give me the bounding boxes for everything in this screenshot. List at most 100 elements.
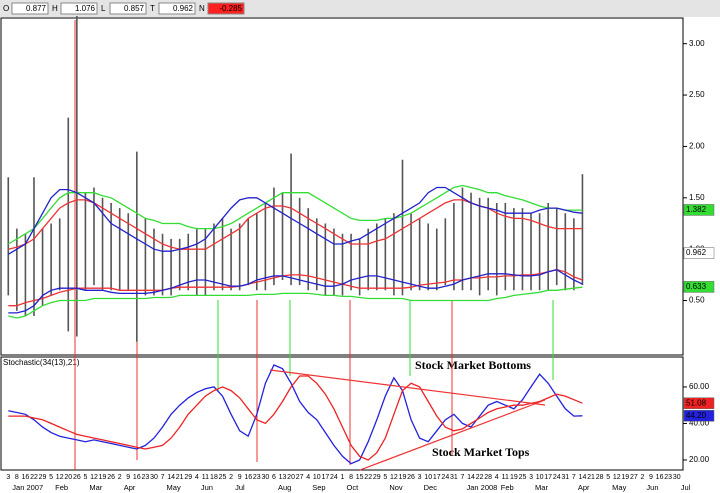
x-month-label: Mar: [535, 483, 548, 492]
annotation: Stock Market Tops: [432, 445, 530, 459]
value-marker-label: 51.08: [686, 398, 707, 407]
x-tick-label: 7: [161, 474, 165, 481]
header-key: N: [199, 4, 205, 13]
x-tick-label: 5: [49, 474, 53, 481]
x-tick-label: 25: [219, 474, 227, 481]
value-marker-label: 0.633: [686, 282, 707, 291]
x-month-label: May: [612, 483, 626, 492]
x-month-label: Sep: [312, 483, 325, 492]
x-tick-label: 12: [390, 474, 398, 481]
value-marker: [683, 204, 715, 216]
x-tick-label: 10: [424, 474, 432, 481]
series-line: [7, 184, 583, 245]
x-tick-label: 28: [596, 474, 604, 481]
x-tick-label: 10: [313, 474, 321, 481]
header-key: O: [3, 4, 9, 13]
x-tick-label: 6: [272, 474, 276, 481]
x-tick-label: 12: [56, 474, 64, 481]
x-tick-label: 12: [613, 474, 621, 481]
x-tick-label: 16: [244, 474, 252, 481]
y-tick-label: 20.00: [689, 455, 710, 464]
series-line: [8, 364, 583, 465]
x-tick-label: 5: [606, 474, 610, 481]
series-line: [8, 375, 583, 461]
x-tick-label: 30: [673, 474, 681, 481]
header-box: [11, 2, 49, 15]
x-tick-label: 9: [126, 474, 130, 481]
x-tick-label: 29: [373, 474, 381, 481]
header-value: 0.857: [124, 4, 145, 13]
x-tick-label: 18: [210, 474, 218, 481]
x-month-label: Oct: [347, 483, 360, 492]
x-tick-label: 21: [176, 474, 184, 481]
value-marker: [683, 281, 715, 293]
header-value: 1.076: [75, 4, 96, 13]
x-tick-label: 14: [467, 474, 475, 481]
annotation: Stock Market Bottoms: [415, 358, 531, 372]
x-tick-label: 30: [261, 474, 269, 481]
x-tick-label: 2: [118, 474, 122, 481]
x-tick-label: 19: [99, 474, 107, 481]
x-tick-label: 24: [441, 474, 449, 481]
y-tick-label: 0.50: [689, 296, 705, 305]
y-tick-label: 2.00: [689, 142, 705, 151]
series-line: [8, 269, 583, 307]
value-marker: [683, 410, 715, 422]
x-tick-label: 16: [133, 474, 141, 481]
series-line: [8, 269, 583, 314]
x-month-label: Apr: [124, 483, 136, 492]
series-line: [7, 186, 583, 255]
x-month-label: Jun: [646, 483, 658, 492]
x-tick-label: 21: [587, 474, 595, 481]
x-tick-label: 27: [630, 474, 638, 481]
y-tick-label: 40.00: [689, 419, 710, 428]
stochastic-panel: [0, 356, 684, 471]
x-tick-label: 7: [572, 474, 576, 481]
x-month-label: Jul: [681, 483, 691, 492]
x-tick-label: 14: [579, 474, 587, 481]
x-tick-label: 22: [30, 474, 38, 481]
trend-line: [269, 369, 546, 406]
x-tick-label: 2: [229, 474, 233, 481]
x-tick-label: 20: [64, 474, 72, 481]
x-tick-label: 11: [502, 474, 509, 481]
y-tick-label: 60.00: [689, 382, 710, 391]
header-box: [207, 2, 245, 15]
x-tick-label: 16: [22, 474, 30, 481]
x-tick-label: 26: [407, 474, 415, 481]
x-month-label: Feb: [501, 483, 514, 492]
x-tick-label: 2: [640, 474, 644, 481]
x-tick-label: 8: [349, 474, 353, 481]
x-month-label: Jun: [201, 483, 213, 492]
x-tick-label: 17: [433, 474, 441, 481]
x-tick-label: 23: [253, 474, 261, 481]
x-month-label: Jul: [235, 483, 245, 492]
x-tick-label: 28: [484, 474, 492, 481]
y-tick-label: 3.00: [689, 39, 705, 48]
trend-line: [359, 399, 546, 471]
value-marker-label: 1.382: [686, 205, 707, 214]
x-tick-label: 8: [15, 474, 19, 481]
header-key: H: [52, 4, 58, 13]
x-tick-label: 17: [321, 474, 329, 481]
x-tick-label: 31: [561, 474, 569, 481]
header-value: 0.877: [26, 4, 47, 13]
x-month-label: Mar: [89, 483, 102, 492]
x-tick-label: 24: [330, 474, 338, 481]
value-marker: [683, 247, 715, 259]
x-month-label: Nov: [389, 483, 403, 492]
x-tick-label: 26: [73, 474, 81, 481]
x-tick-label: 23: [142, 474, 150, 481]
x-tick-label: 15: [356, 474, 364, 481]
x-month-label: Apr: [578, 483, 590, 492]
header-key: T: [150, 4, 155, 13]
x-month-label: Feb: [55, 483, 68, 492]
x-tick-label: 19: [510, 474, 518, 481]
x-tick-label: 22: [364, 474, 372, 481]
value-marker: [683, 397, 715, 409]
x-tick-label: 31: [450, 474, 458, 481]
x-tick-label: 3: [529, 474, 533, 481]
x-tick-label: 5: [83, 474, 87, 481]
x-tick-label: 29: [184, 474, 192, 481]
